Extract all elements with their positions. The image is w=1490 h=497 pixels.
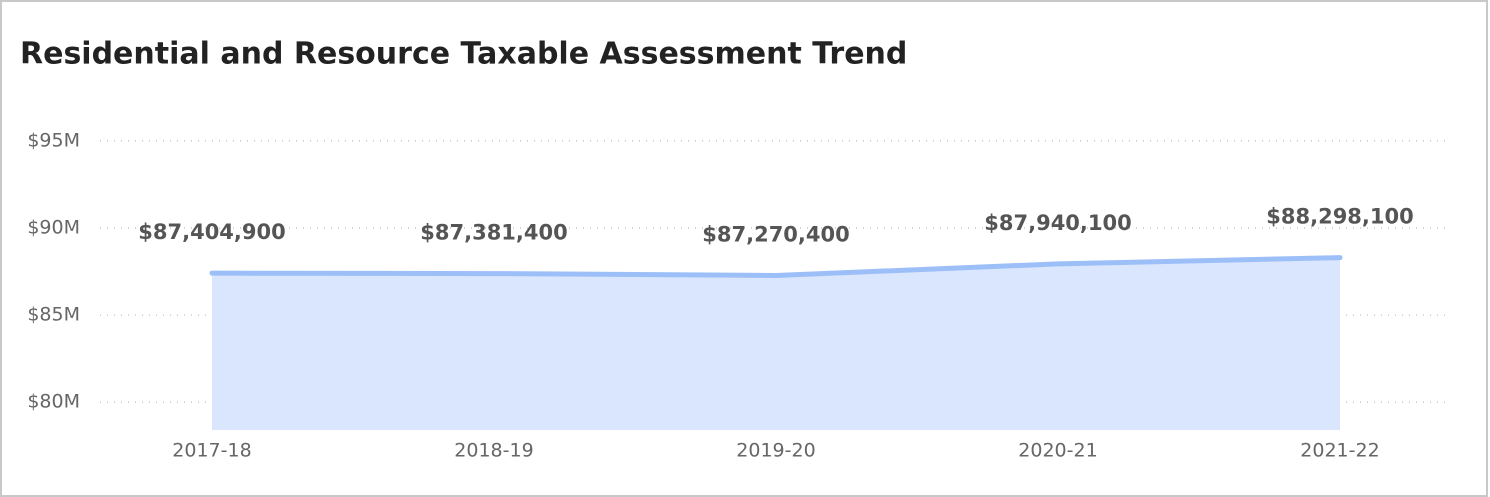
x-tick-label: 2020-21 <box>1018 440 1097 462</box>
value-label: $87,940,100 <box>984 211 1131 235</box>
x-tick-label: 2021-22 <box>1300 440 1379 462</box>
y-tick-label: $80M <box>27 391 80 413</box>
y-tick-label: $95M <box>27 129 80 151</box>
line <box>209 255 1343 279</box>
x-tick-label: 2019-20 <box>736 440 815 462</box>
value-label: $88,298,100 <box>1266 205 1413 229</box>
value-label: $87,381,400 <box>420 221 567 245</box>
value-label: $87,404,900 <box>138 220 285 244</box>
y-tick-label: $85M <box>27 304 80 326</box>
y-tick-label: $90M <box>27 216 80 238</box>
value-label: $87,270,400 <box>702 223 849 247</box>
x-tick-label: 2017-18 <box>172 440 251 462</box>
chart-title: Residential and Resource Taxable Assessm… <box>20 37 907 72</box>
area <box>212 257 1340 430</box>
x-tick-label: 2018-19 <box>454 440 533 462</box>
